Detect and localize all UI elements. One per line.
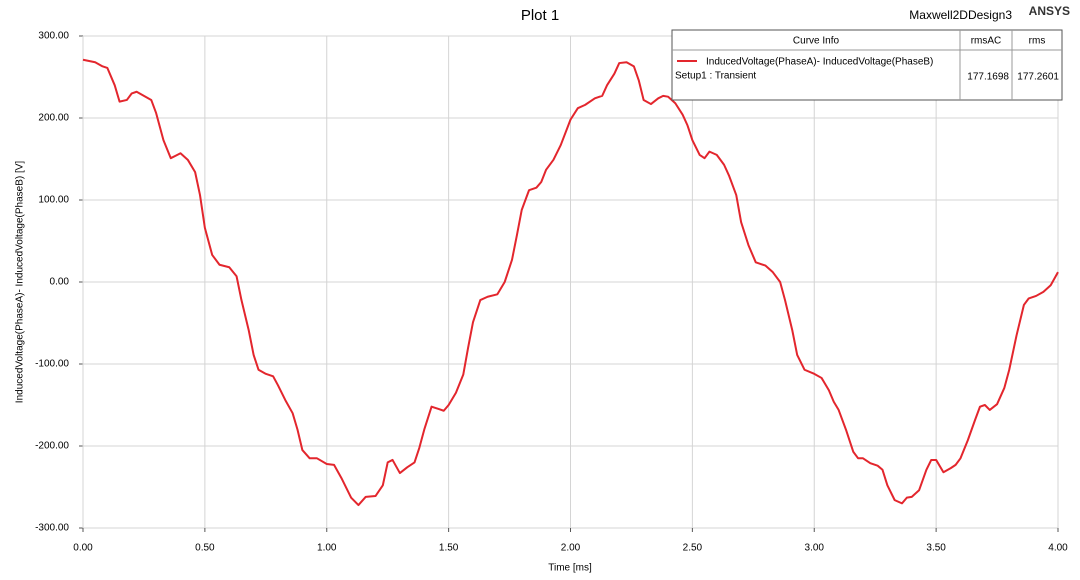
legend-entry: InducedVoltage(PhaseA)- InducedVoltage(P… xyxy=(706,57,933,68)
y-axis-label: InducedVoltage(PhaseA)- InducedVoltage(P… xyxy=(15,161,26,404)
brand: ANSYS xyxy=(1029,4,1070,18)
legend-rms: 177.2601 xyxy=(1017,72,1059,83)
y-tick-label: -300.00 xyxy=(35,523,69,534)
y-tick-label: -100.00 xyxy=(35,359,69,370)
x-tick-label: 3.00 xyxy=(805,543,825,554)
y-tick-label: 200.00 xyxy=(38,113,69,124)
y-tick-label: 300.00 xyxy=(38,31,69,42)
x-tick-label: 2.50 xyxy=(683,543,703,554)
design-name: Maxwell2DDesign3 xyxy=(909,8,1012,22)
x-tick-label: 4.00 xyxy=(1048,543,1068,554)
legend-rmsac: 177.1698 xyxy=(967,72,1009,83)
legend: Curve Info rmsAC rms InducedVoltage(Phas… xyxy=(671,29,1063,101)
x-axis-label: Time [ms] xyxy=(548,563,592,574)
x-tick-label: 3.50 xyxy=(926,543,946,554)
legend-header: rmsAC xyxy=(971,36,1002,47)
x-tick-label: 2.00 xyxy=(561,543,581,554)
legend-setup: Setup1 : Transient xyxy=(675,71,756,82)
y-tick-label: -200.00 xyxy=(35,441,69,452)
data-line xyxy=(82,58,1059,507)
legend-header: rms xyxy=(1029,36,1046,47)
legend-header: Curve Info xyxy=(793,36,840,47)
x-tick-label: 0.00 xyxy=(73,543,93,554)
legend-box xyxy=(671,29,1063,101)
x-tick-label: 0.50 xyxy=(195,543,215,554)
y-tick-label: 0.00 xyxy=(50,277,70,288)
y-tick-label: 100.00 xyxy=(38,195,69,206)
x-tick-label: 1.00 xyxy=(317,543,337,554)
x-tick-label: 1.50 xyxy=(439,543,459,554)
chart-title: Plot 1 xyxy=(521,7,559,24)
